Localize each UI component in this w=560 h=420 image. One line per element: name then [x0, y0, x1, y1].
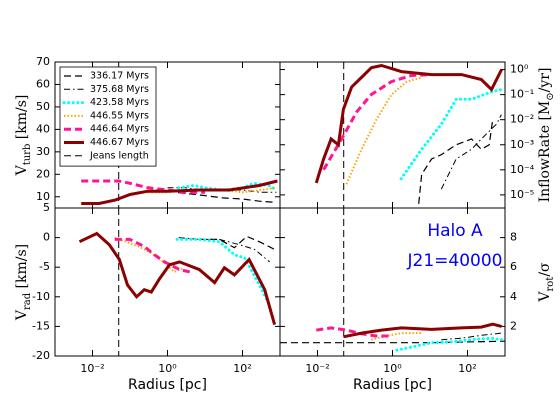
y-axis-label-part: V: [14, 164, 30, 176]
y-axis-label-part: rot: [545, 277, 556, 292]
y-axis-label-part: V: [537, 291, 553, 303]
legend-label: 446.64 Myrs: [90, 124, 149, 135]
legend-label: 423.58 Myrs: [90, 97, 149, 108]
panel: 510 20 30 40 50 60 70 Vturb [km/s] 336.17 Myrs 37…: [14, 55, 281, 214]
panel: 2 4 6 8 10⁻² 10⁰ 10² Radius [pc] Vrot/σ Halo A J21…: [279, 207, 556, 393]
series-line: [114, 237, 191, 274]
series-line: [343, 322, 502, 339]
series-line: [147, 186, 277, 194]
series-line: [199, 235, 275, 250]
legend-label: 336.17 Myrs: [90, 71, 149, 82]
series-line: [441, 332, 502, 341]
y-axis-label-part: /σ: [537, 262, 553, 277]
y-tick-label: -15: [32, 319, 50, 332]
x-tick-label: 10²: [233, 362, 251, 375]
y-axis-label-part: turb: [22, 144, 33, 166]
y-tick-label: 2: [510, 319, 517, 332]
y-axis-label-part: /yr]: [537, 68, 553, 93]
y-axis-label-part: ⊙: [545, 92, 556, 100]
panel: -20 -15 -10 -5 0 10⁻² 10⁰ 10² Radius [pc] Vrad [k…: [14, 207, 281, 393]
y-tick-label: 50: [36, 100, 50, 113]
y-axis-label: Vrot/σ: [537, 262, 556, 303]
y-tick-label: 4: [510, 290, 517, 303]
series-line: [280, 340, 505, 344]
y-tick-label: 10⁰: [510, 63, 529, 76]
series-line: [440, 114, 502, 190]
y-tick-label: 10⁻⁴: [510, 163, 535, 176]
legend-label: 446.67 Myrs: [90, 137, 149, 148]
series-line: [314, 63, 503, 184]
panel-frame: [54, 207, 281, 357]
series-line: [345, 76, 422, 185]
y-axis-label-part: V: [14, 309, 30, 321]
annotation: J21=40000: [407, 251, 503, 271]
y-axis-label-part: rad: [22, 292, 33, 310]
x-axis-label: Radius [pc]: [353, 377, 432, 393]
y-tick-label: 30: [36, 145, 50, 158]
y-tick-label: -20: [32, 349, 50, 362]
y-axis-label: Vturb [km/s]: [14, 95, 33, 177]
series-line: [316, 326, 392, 338]
y-tick-label: 6: [510, 260, 517, 273]
legend-label: 446.55 Myrs: [90, 110, 149, 121]
y-tick-label: 0: [43, 231, 50, 244]
y-tick-label: 8: [510, 231, 517, 244]
legend-label: 375.68 Myrs: [90, 84, 149, 95]
y-tick-label: -10: [32, 290, 50, 303]
series-line: [399, 88, 503, 181]
x-tick-label: 10⁰: [158, 362, 177, 375]
y-tick-label: 10: [36, 190, 50, 203]
y-tick-label: 10⁻³: [510, 138, 534, 151]
y-tick-label: 10⁻¹: [510, 88, 534, 101]
series-line: [322, 73, 432, 171]
y-axis-label-part: InflowRate [M: [537, 101, 553, 203]
x-tick-label: 10²: [458, 362, 476, 375]
y-axis-label: Vrad [km/s]: [14, 244, 33, 321]
series-line: [78, 231, 277, 326]
series-line: [395, 336, 504, 352]
plot-area: [280, 208, 505, 356]
series-line: [370, 332, 422, 341]
series-line: [81, 179, 278, 205]
y-tick-label: -5: [39, 260, 50, 273]
panel: 10⁻⁵ 10⁻⁴ 10⁻³ 10⁻² 10⁻¹ 10⁰ InflowRate [M⊙/yr…: [279, 61, 556, 209]
series-line: [418, 119, 494, 204]
panel-frame: [279, 61, 506, 209]
y-tick-label: 5: [43, 201, 50, 214]
legend: 336.17 Myrs 375.68 Myrs 423.58 Myrs 446.55 …: [59, 66, 157, 167]
y-tick-label: 20: [36, 167, 50, 180]
panel-frame: [279, 207, 506, 357]
series-line: [178, 237, 271, 263]
series-line: [175, 237, 272, 307]
y-axis-label-part: [km/s]: [14, 95, 30, 144]
y-axis-label: InflowRate [M⊙/yr]: [537, 68, 556, 203]
y-tick-label: 70: [36, 55, 50, 68]
y-tick-label: 10⁻⁵: [510, 188, 534, 201]
annotation: Halo A: [427, 221, 483, 241]
y-tick-label: 60: [36, 77, 50, 90]
plot-area: [314, 62, 503, 208]
y-tick-label: 40: [36, 122, 50, 135]
x-tick-label: 10⁻²: [305, 362, 329, 375]
plot-area: [78, 208, 277, 356]
x-tick-label: 10⁰: [383, 362, 402, 375]
x-axis-label: Radius [pc]: [128, 377, 207, 393]
y-axis-label-part: [km/s]: [14, 244, 30, 293]
x-tick-label: 10⁻²: [80, 362, 104, 375]
legend-label: Jeans length: [89, 150, 149, 161]
y-tick-label: 10⁻²: [510, 113, 534, 126]
plot-area: [81, 62, 278, 208]
